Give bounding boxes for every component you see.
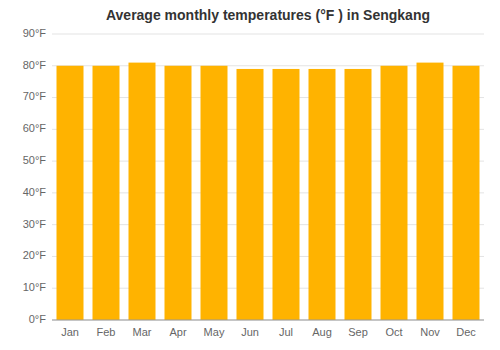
x-tick-label: Jul xyxy=(279,326,293,338)
y-tick-label: 20°F xyxy=(23,249,47,261)
bar xyxy=(129,63,156,320)
bars xyxy=(57,63,480,320)
bar xyxy=(417,63,444,320)
chart-container: Average monthly temperatures (°F ) in Se… xyxy=(0,0,500,350)
bar xyxy=(201,66,228,320)
bar xyxy=(381,66,408,320)
bar xyxy=(57,66,84,320)
y-tick-label: 40°F xyxy=(23,186,47,198)
y-tick-label: 90°F xyxy=(23,27,47,39)
y-tick-label: 10°F xyxy=(23,281,47,293)
x-tick-label: Dec xyxy=(456,326,476,338)
bar xyxy=(237,69,264,320)
bar xyxy=(273,69,300,320)
bar xyxy=(309,69,336,320)
y-tick-label: 30°F xyxy=(23,218,47,230)
x-tick-label: Jun xyxy=(241,326,259,338)
x-tick-label: Feb xyxy=(97,326,116,338)
grid-line xyxy=(52,320,484,321)
title: Average monthly temperatures (°F ) in Se… xyxy=(106,7,430,23)
x-axis: Jan Feb Mar Apr May Jun Jul Aug Sep Oct Nov Dec xyxy=(52,320,484,338)
x-tick-label: Jan xyxy=(61,326,79,338)
y-tick-label: 70°F xyxy=(23,90,47,102)
x-tick-label: Aug xyxy=(312,326,332,338)
x-tick-label: Apr xyxy=(169,326,186,338)
bar xyxy=(453,66,480,320)
bar xyxy=(345,69,372,320)
x-axis-line xyxy=(52,320,484,321)
x-tick-label: Sep xyxy=(348,326,368,338)
x-tick-label: Nov xyxy=(420,326,440,338)
y-tick-label: 50°F xyxy=(23,154,47,166)
bar xyxy=(165,66,192,320)
x-tick-label: Mar xyxy=(133,326,152,338)
y-tick-label: 80°F xyxy=(23,59,47,71)
x-tick-label: Oct xyxy=(385,326,402,338)
y-tick-label: 60°F xyxy=(23,122,47,134)
x-tick-label: May xyxy=(204,326,225,338)
bar xyxy=(93,66,120,320)
y-axis: 0°F 10°F 20°F 30°F 40°F 50°F 60°F 70°F 80°F 90°F xyxy=(23,27,47,325)
y-tick-label: 0°F xyxy=(29,313,47,325)
grid xyxy=(52,34,484,320)
grid-line xyxy=(52,34,484,35)
chart-svg: Average monthly temperatures (°F ) in Se… xyxy=(0,0,500,350)
